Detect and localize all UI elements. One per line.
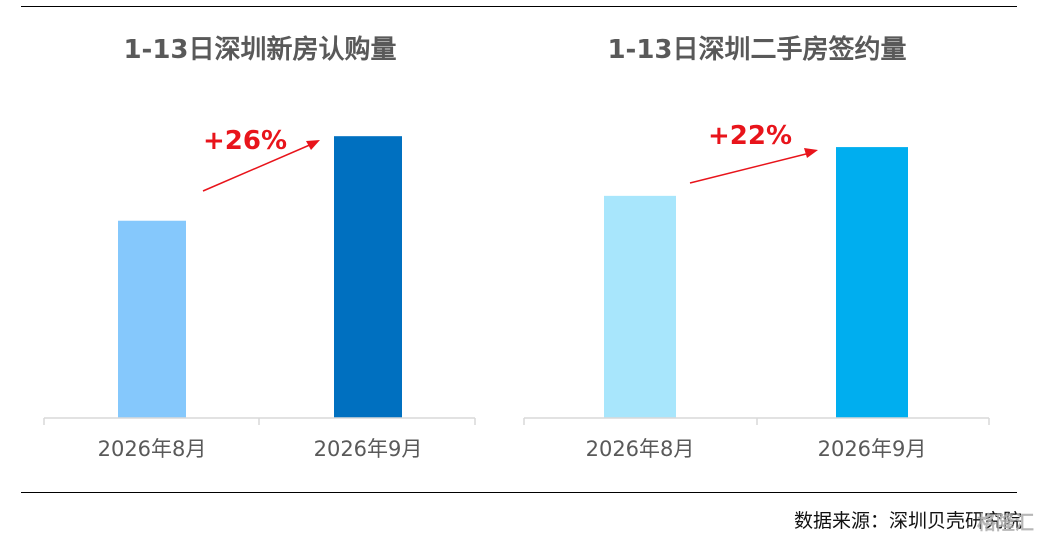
- watermark-logo: 格隆汇: [976, 512, 1034, 534]
- x-tick-label: 2026年9月: [818, 437, 927, 461]
- growth-arrowhead: [306, 140, 320, 150]
- x-tick-label: 2026年9月: [314, 437, 423, 461]
- growth-label: +26%: [203, 126, 287, 156]
- chart-title: 1-13日深圳新房认购量: [123, 34, 396, 65]
- growth-label: +22%: [708, 121, 792, 151]
- charts-canvas: 1-13日深圳新房认购量 2026年8月 2026年9月 +26% 1-13日深…: [43, 34, 990, 461]
- bottom-rule: [21, 492, 1017, 493]
- chart-title: 1-13日深圳二手房签约量: [607, 34, 906, 65]
- source-note: 数据来源：深圳贝壳研究院: [793, 510, 1022, 532]
- growth-arrowhead: [804, 148, 818, 158]
- x-tick-label: 2026年8月: [98, 437, 207, 461]
- top-rule: [21, 6, 1017, 7]
- chart-panel-new-homes: 1-13日深圳新房认购量 2026年8月 2026年9月 +26%: [43, 34, 476, 461]
- bar-aug: [604, 195, 676, 418]
- chart-panel-resale: 1-13日深圳二手房签约量 2026年8月 2026年9月 +22%: [523, 34, 990, 461]
- bar-sep: [334, 136, 402, 418]
- x-tick-label: 2026年8月: [586, 437, 695, 461]
- bar-aug: [118, 220, 186, 418]
- growth-arrow: [689, 152, 811, 184]
- growth-arrow: [202, 143, 313, 192]
- bar-sep: [836, 147, 908, 418]
